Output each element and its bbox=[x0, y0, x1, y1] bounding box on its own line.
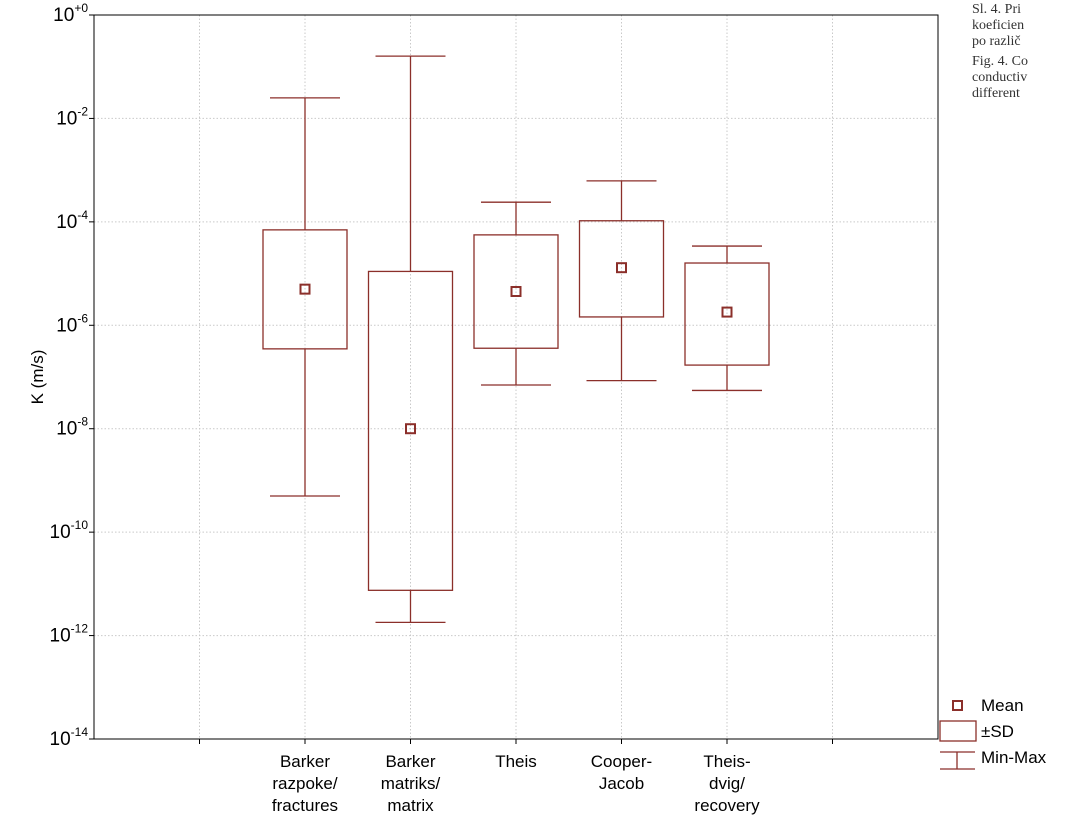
y-axis-label: K (m/s) bbox=[28, 350, 47, 405]
mean-marker bbox=[299, 283, 311, 295]
mean-marker bbox=[721, 306, 733, 318]
sd-box bbox=[684, 262, 770, 366]
caption-line: koeficien bbox=[972, 18, 1025, 33]
category-label-line: dvig/ bbox=[709, 774, 745, 793]
caption-line: Fig. 4. Co bbox=[972, 54, 1029, 69]
sd-box bbox=[578, 220, 665, 318]
sd-box bbox=[473, 234, 559, 349]
y-tick-label: 10-14 bbox=[50, 725, 89, 750]
category-label-line: Barker bbox=[385, 752, 435, 771]
legend-mean-symbol bbox=[952, 700, 963, 711]
category-label-line: Theis bbox=[495, 752, 537, 771]
legend: Mean ±SD Min-Max bbox=[939, 696, 1047, 770]
box-series bbox=[262, 55, 770, 624]
y-tick-label: 10-6 bbox=[56, 311, 88, 336]
mean-marker bbox=[616, 262, 627, 274]
category-label-line: Barker bbox=[280, 752, 330, 771]
category-label-line: recovery bbox=[694, 796, 760, 815]
y-tick-label: 10-2 bbox=[56, 104, 88, 129]
legend-sd-symbol bbox=[939, 720, 977, 742]
caption-line: different bbox=[972, 86, 1020, 101]
figure-caption-slovene: Sl. 4. Pri koeficien po različ bbox=[972, 2, 1071, 50]
y-tick-label: 10-12 bbox=[50, 622, 89, 647]
legend-label: Mean bbox=[981, 696, 1024, 715]
category-label-line: Jacob bbox=[599, 774, 644, 793]
caption-line: Sl. 4. Pri bbox=[972, 2, 1022, 17]
box-group bbox=[684, 245, 770, 392]
x-axis-category-labels: Barker razpoke/fractures Barker matriks/mat… bbox=[272, 752, 760, 815]
mean-marker bbox=[405, 423, 416, 435]
figure-caption-english: Fig. 4. Co conductiv different bbox=[972, 54, 1071, 102]
box-group bbox=[262, 97, 348, 497]
category-label-line: fractures bbox=[272, 796, 338, 815]
box-group bbox=[367, 55, 454, 624]
legend-label: Min-Max bbox=[981, 748, 1047, 767]
y-tick-label: 10+0 bbox=[53, 1, 88, 26]
caption-line: conductiv bbox=[972, 70, 1028, 85]
y-tick-label: 10-4 bbox=[56, 208, 88, 233]
mean-marker bbox=[510, 286, 522, 298]
y-axis-ticks: 10+0 10-2 10-4 10-6 10-8 10-10 10-12 10-14 bbox=[50, 1, 833, 750]
legend-label: ±SD bbox=[981, 722, 1014, 741]
category-label-line: Cooper- bbox=[591, 752, 652, 771]
category-label-line: matriks/ bbox=[381, 774, 441, 793]
y-tick-label: 10-8 bbox=[56, 415, 88, 440]
category-label-line: razpoke/ bbox=[272, 774, 337, 793]
sd-box bbox=[367, 270, 454, 591]
box-group bbox=[578, 180, 665, 382]
category-label-line: Theis- bbox=[703, 752, 750, 771]
category-label-line: matrix bbox=[387, 796, 434, 815]
y-tick-label: 10-10 bbox=[50, 518, 89, 543]
caption-line: po različ bbox=[972, 34, 1021, 49]
sd-box bbox=[262, 229, 348, 350]
box-group bbox=[473, 201, 559, 386]
